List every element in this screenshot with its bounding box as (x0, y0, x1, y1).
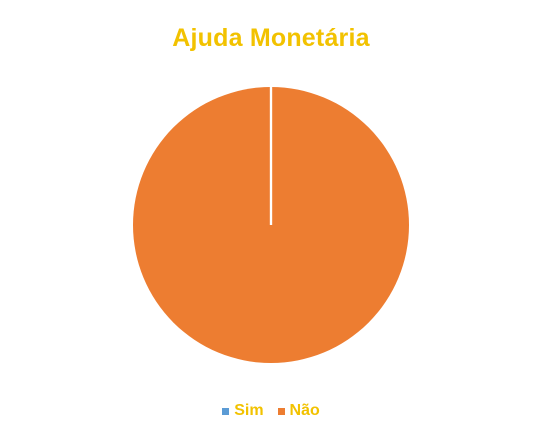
legend-swatch-nao (277, 407, 285, 415)
pie-slices (133, 87, 409, 363)
chart-legend: Sim Não (0, 400, 542, 422)
legend-item-sim: Sim (222, 400, 264, 422)
chart-title: Ajuda Monetária (172, 24, 370, 52)
legend-swatch-sim (222, 407, 230, 415)
legend-item-nao: Não (277, 400, 320, 422)
legend-label-sim: Sim (234, 402, 264, 419)
legend-label-nao: Não (289, 402, 320, 419)
